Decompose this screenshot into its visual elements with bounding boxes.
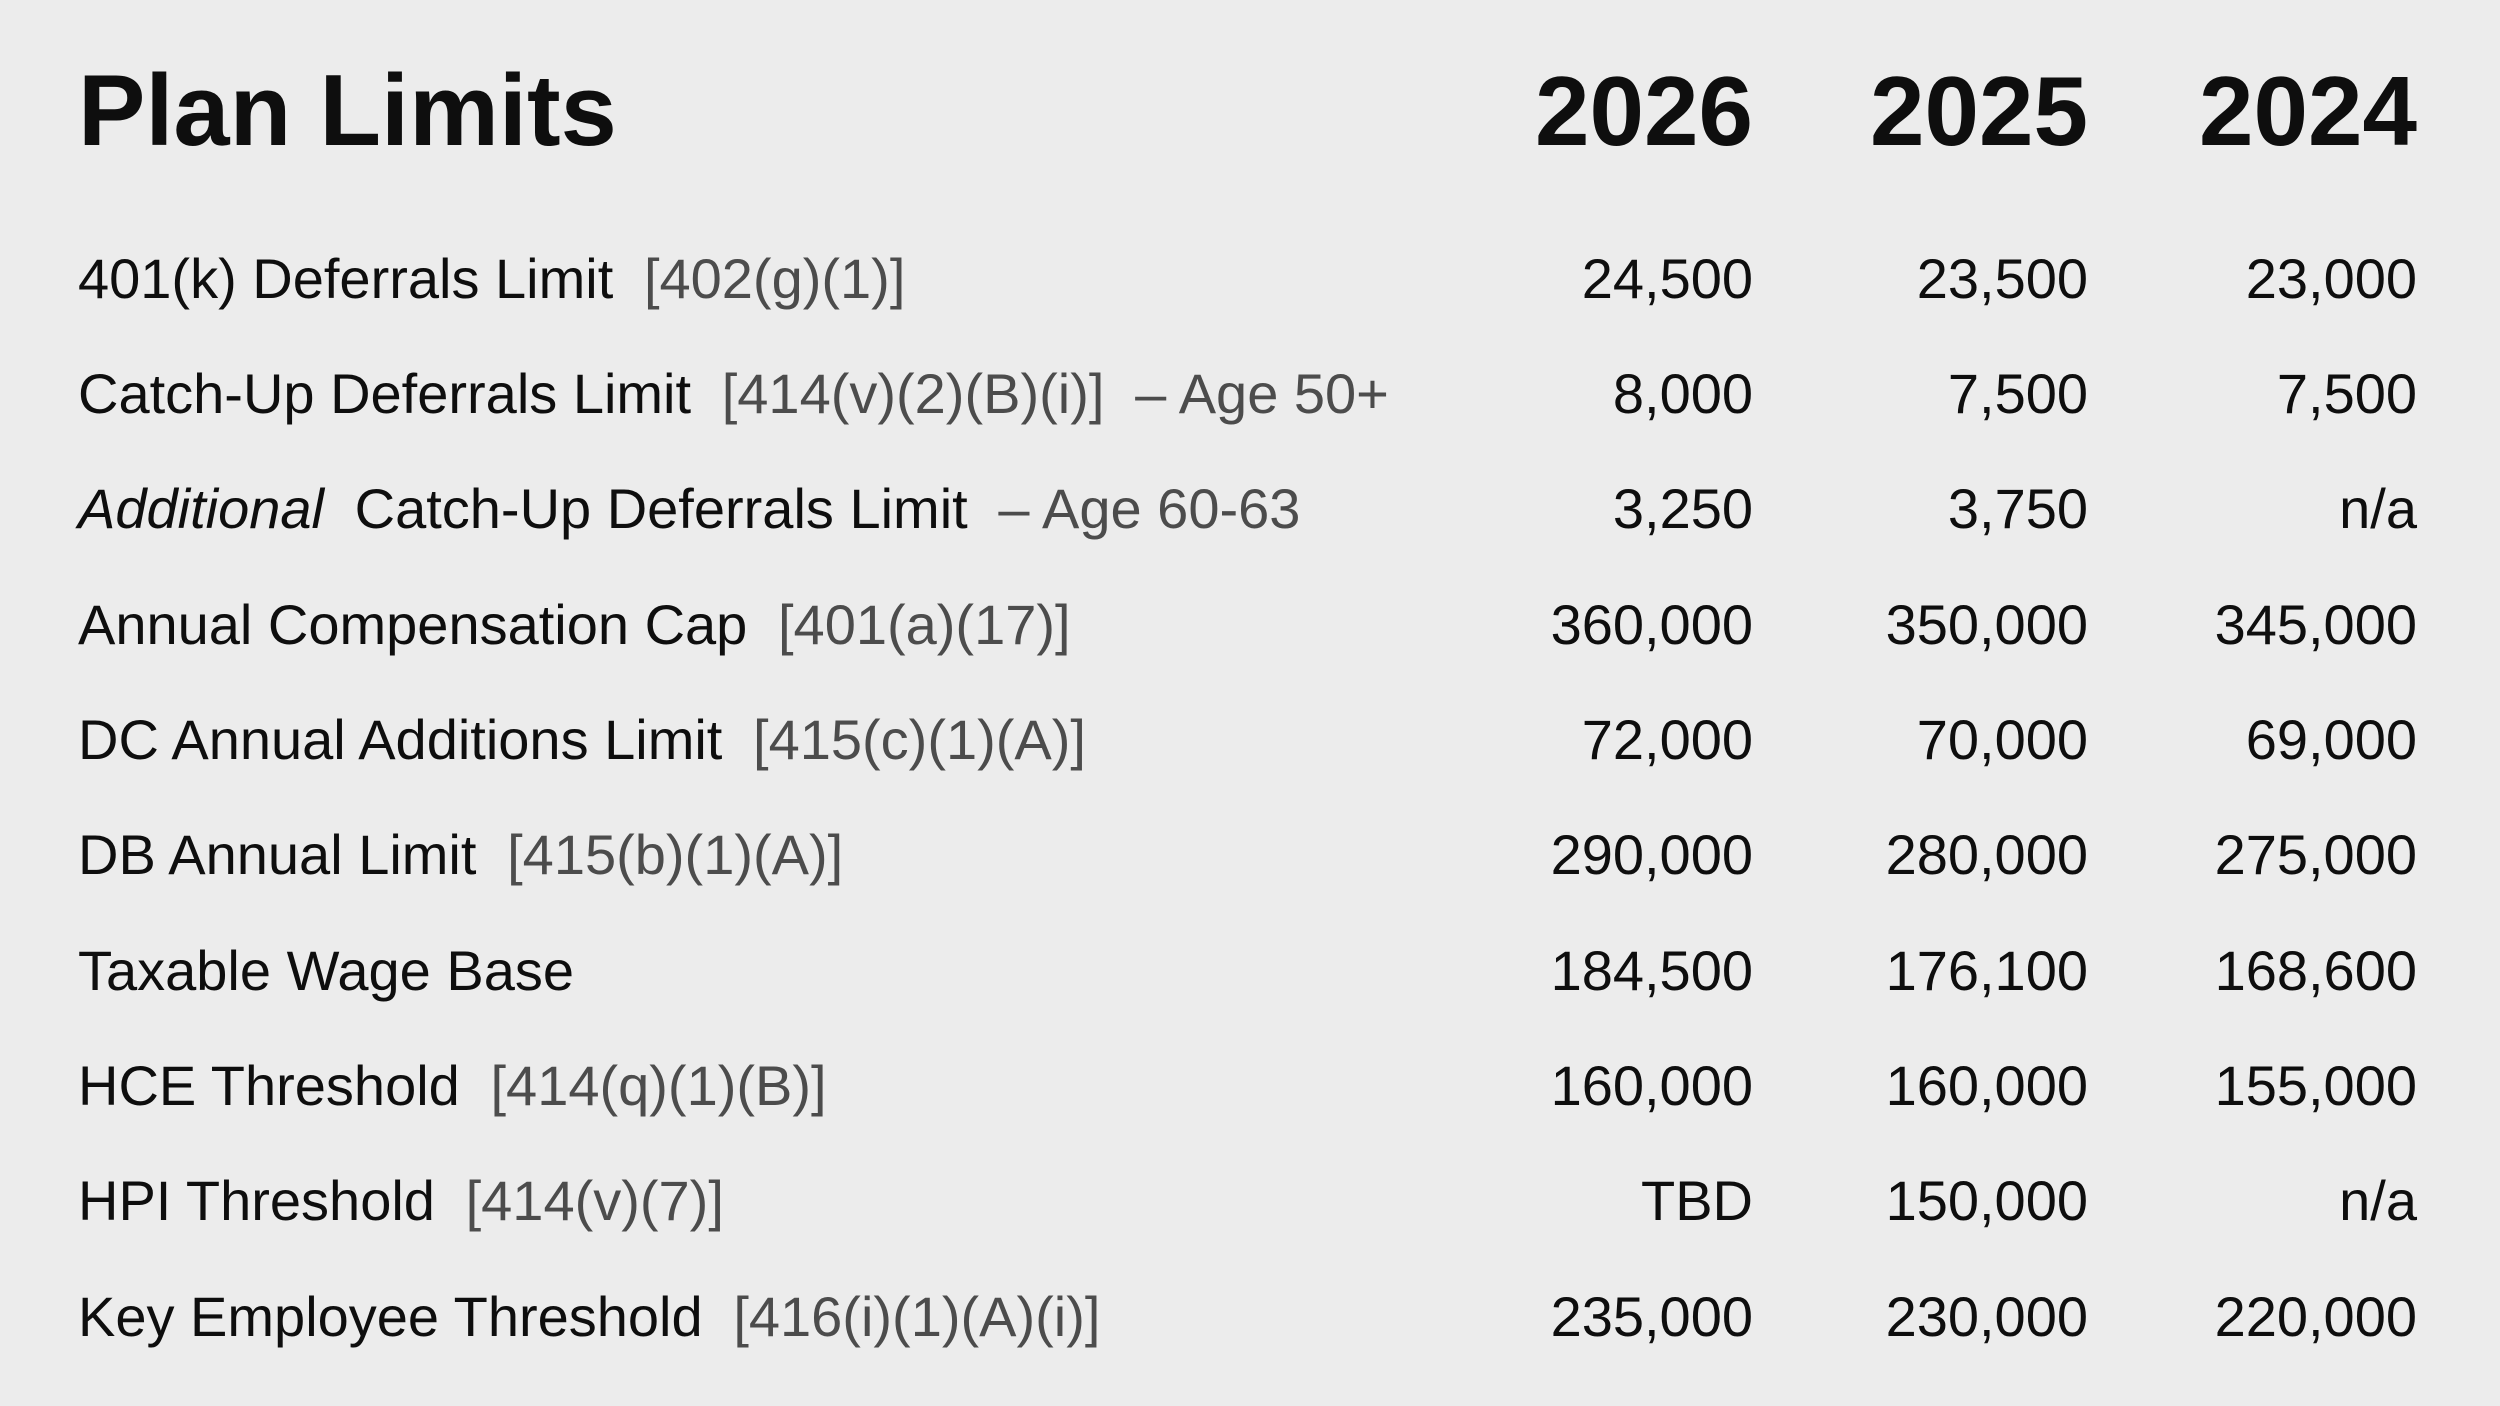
age-qualifier: – Age 50+: [1135, 362, 1389, 426]
value-2024: n/a: [2339, 1169, 2417, 1233]
value-2025: 230,000: [1885, 1284, 2088, 1348]
value-2024: 23,000: [2245, 246, 2417, 310]
statute-reference: [402(g)(1)]: [643, 246, 906, 310]
value-2024: 220,000: [2214, 1284, 2417, 1348]
value-2025: 176,100: [1885, 938, 2088, 1002]
value-2024: 168,600: [2214, 938, 2417, 1002]
statute-reference: [415(b)(1)(A)]: [507, 823, 844, 887]
row-label: Catch-Up Deferrals Limit [414(v)(2)(B)(i…: [78, 363, 1413, 425]
limit-name: HPI Threshold: [78, 1169, 435, 1233]
table-row: Additional Catch-Up Deferrals Limit – Ag…: [78, 452, 2417, 567]
table-row: DB Annual Limit [415(b)(1)(A)] 290,000 2…: [78, 798, 2417, 913]
statute-reference: [414(v)(2)(B)(i)]: [721, 362, 1105, 426]
value-2025: 23,500: [1916, 246, 2088, 310]
col-header-2024: 2024: [2198, 56, 2417, 166]
value-2026: 24,500: [1581, 246, 1753, 310]
statute-reference: [401(a)(17)]: [778, 592, 1071, 656]
limit-name: Catch-Up Deferrals Limit: [78, 362, 692, 426]
value-2024: 275,000: [2214, 823, 2417, 887]
row-label: Taxable Wage Base: [78, 938, 1413, 1002]
value-2024: 7,500: [2276, 362, 2417, 426]
statute-reference: [414(v)(7)]: [465, 1169, 724, 1233]
value-2026: 290,000: [1550, 823, 1753, 887]
row-label: HCE Threshold [414(q)(1)(B)]: [78, 1055, 1413, 1117]
value-2025: 350,000: [1885, 592, 2088, 656]
value-2026: 360,000: [1550, 592, 1753, 656]
statute-reference: [416(i)(1)(A)(i)]: [733, 1284, 1101, 1348]
limit-name: Annual Compensation Cap: [78, 592, 748, 656]
value-2026: 8,000: [1612, 362, 1753, 426]
table-row: Annual Compensation Cap [401(a)(17)] 360…: [78, 567, 2417, 682]
table-row: Key Employee Threshold [416(i)(1)(A)(i)]…: [78, 1259, 2417, 1374]
age-qualifier: – Age 60-63: [998, 477, 1301, 541]
table-row: Catch-Up Deferrals Limit [414(v)(2)(B)(i…: [78, 336, 2417, 451]
value-2024: 345,000: [2214, 592, 2417, 656]
value-2024: 155,000: [2214, 1053, 2417, 1117]
plan-limits-table: Plan Limits 2026 2025 2024 401(k) Deferr…: [78, 58, 2417, 1374]
row-label: HPI Threshold [414(v)(7)]: [78, 1170, 1413, 1232]
row-label: DC Annual Additions Limit [415(c)(1)(A)]: [78, 709, 1413, 771]
table-body: 401(k) Deferrals Limit [402(g)(1)] 24,50…: [78, 221, 2417, 1374]
limit-name: Key Employee Threshold: [78, 1284, 703, 1348]
value-2026: 235,000: [1550, 1284, 1753, 1348]
value-2024: 69,000: [2245, 708, 2417, 772]
value-2024: n/a: [2339, 477, 2417, 541]
value-2026: 72,000: [1581, 708, 1753, 772]
limit-name-italic-prefix: Additional: [78, 477, 324, 541]
value-2026: 160,000: [1550, 1053, 1753, 1117]
limit-name: Catch-Up Deferrals Limit: [354, 477, 968, 541]
row-label: Annual Compensation Cap [401(a)(17)]: [78, 592, 1413, 656]
table-row: Taxable Wage Base 184,500 176,100 168,60…: [78, 913, 2417, 1028]
limit-name: DB Annual Limit: [78, 823, 477, 887]
row-label: Additional Catch-Up Deferrals Limit – Ag…: [78, 478, 1413, 540]
col-header-2025: 2025: [1869, 56, 2088, 166]
table-header: Plan Limits 2026 2025 2024: [78, 58, 2417, 164]
limit-name: Taxable Wage Base: [78, 938, 574, 1002]
statute-reference: [414(q)(1)(B)]: [490, 1053, 827, 1117]
value-2025: 3,750: [1947, 477, 2088, 541]
limit-name: DC Annual Additions Limit: [78, 708, 723, 772]
col-header-2026: 2026: [1534, 56, 1753, 166]
page-title: Plan Limits: [78, 55, 617, 167]
value-2025: 7,500: [1947, 362, 2088, 426]
row-label: 401(k) Deferrals Limit [402(g)(1)]: [78, 248, 1413, 310]
table-row: DC Annual Additions Limit [415(c)(1)(A)]…: [78, 682, 2417, 797]
row-label: DB Annual Limit [415(b)(1)(A)]: [78, 824, 1413, 886]
row-label: Key Employee Threshold [416(i)(1)(A)(i)]: [78, 1284, 1413, 1348]
table-row: HCE Threshold [414(q)(1)(B)] 160,000 160…: [78, 1028, 2417, 1143]
value-2026: 184,500: [1550, 938, 1753, 1002]
value-2026: 3,250: [1612, 477, 1753, 541]
limit-name: HCE Threshold: [78, 1053, 460, 1117]
statute-reference: [415(c)(1)(A)]: [753, 708, 1086, 772]
limit-name: 401(k) Deferrals Limit: [78, 246, 614, 310]
value-2025: 150,000: [1885, 1169, 2088, 1233]
value-2025: 160,000: [1885, 1053, 2088, 1117]
table-row: HPI Threshold [414(v)(7)] TBD 150,000 n/…: [78, 1143, 2417, 1258]
value-2025: 280,000: [1885, 823, 2088, 887]
value-2025: 70,000: [1916, 708, 2088, 772]
value-2026: TBD: [1641, 1169, 1753, 1233]
table-row: 401(k) Deferrals Limit [402(g)(1)] 24,50…: [78, 221, 2417, 336]
